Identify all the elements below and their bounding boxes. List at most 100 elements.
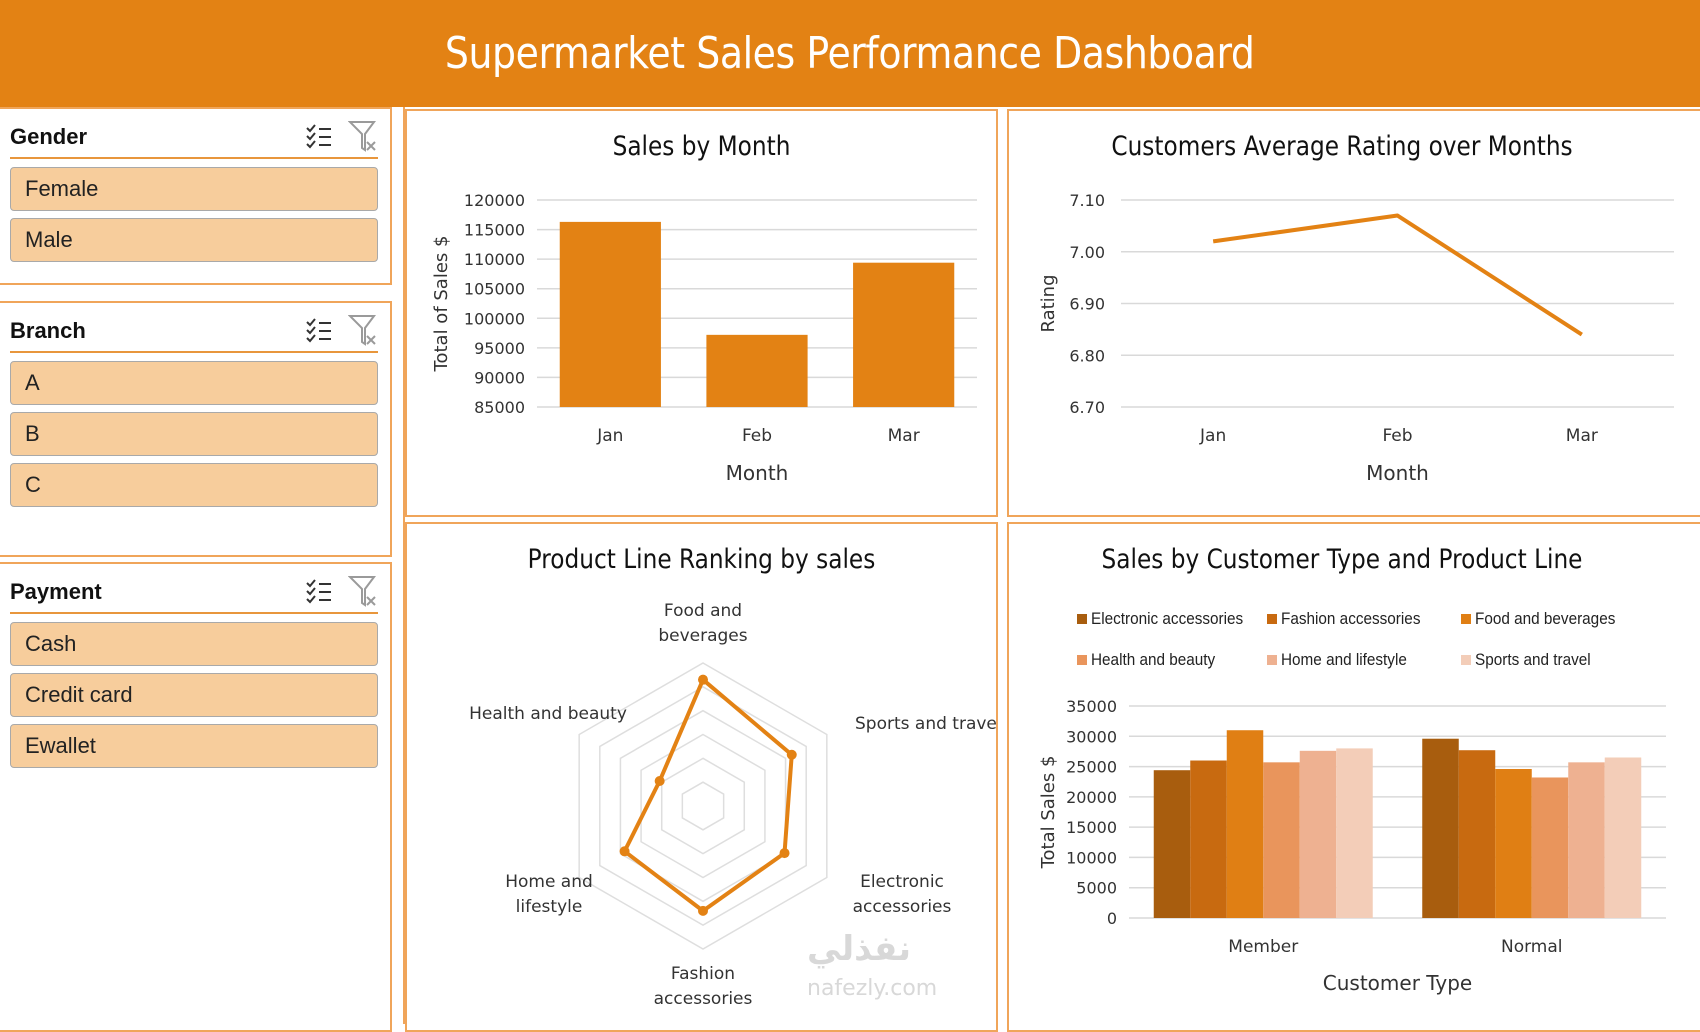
bar-feb — [706, 335, 807, 407]
radar-point — [620, 846, 630, 856]
y-tick-label: 105000 — [464, 280, 525, 299]
bar-member-1 — [1190, 761, 1227, 918]
bar-normal-0 — [1422, 739, 1459, 918]
bar-member-4 — [1300, 751, 1337, 918]
bar-member-3 — [1263, 762, 1300, 918]
slicer-title: Payment — [10, 579, 290, 605]
x-tick-label: Jan — [596, 426, 623, 446]
x-axis-label: Month — [1366, 461, 1429, 485]
y-tick-label: 6.70 — [1069, 398, 1105, 417]
slicer-header: Branch — [10, 311, 378, 353]
y-tick-label: 10000 — [1066, 848, 1117, 867]
x-tick-label: Mar — [888, 426, 920, 446]
slicer-item-male[interactable]: Male — [10, 218, 378, 262]
slicer-gender: Gender Female Male — [0, 107, 392, 285]
radar-point — [655, 776, 665, 786]
multi-select-icon[interactable] — [304, 314, 334, 348]
slicer-item-cash[interactable]: Cash — [10, 622, 378, 666]
radar-point — [698, 675, 708, 685]
bar-normal-4 — [1568, 762, 1605, 918]
y-tick-label: 30000 — [1066, 727, 1117, 746]
bar-normal-3 — [1532, 777, 1569, 918]
y-tick-label: 0 — [1107, 909, 1117, 928]
panel-sales-by-customer-type: Sales by Customer Type and Product Line … — [1007, 522, 1700, 1032]
x-tick-label: Mar — [1566, 426, 1598, 446]
radar-axis-label: Health and beauty — [469, 704, 627, 724]
slicer-header: Gender — [10, 117, 378, 159]
bar-member-2 — [1227, 730, 1264, 918]
customer-type-bar-chart: 0 5000 10000 15000 20000 25000 30000 35000 Membe… — [1009, 524, 1700, 1030]
clear-filter-icon[interactable] — [348, 314, 378, 348]
radar-ring — [662, 758, 745, 853]
y-tick-label: 5000 — [1076, 879, 1117, 898]
clear-filter-icon[interactable] — [348, 575, 378, 609]
y-tick-label: 85000 — [474, 398, 525, 417]
dashboard-title: Supermarket Sales Performance Dashboard — [445, 28, 1255, 79]
y-tick-label: 7.10 — [1069, 191, 1105, 210]
x-tick-label: Member — [1228, 937, 1298, 957]
y-axis-label: Total Sales $ — [1038, 756, 1059, 870]
dashboard-header: Supermarket Sales Performance Dashboard — [0, 0, 1700, 107]
y-tick-label: 7.00 — [1069, 243, 1105, 262]
x-tick-label: Normal — [1501, 937, 1563, 957]
x-axis-label: Month — [726, 461, 789, 485]
sales-by-month-chart: 85000 90000 95000 100000 105000 110000 115000 1… — [407, 111, 996, 515]
radar-point — [787, 750, 797, 760]
y-tick-label: 6.90 — [1069, 295, 1105, 314]
slicer-title: Branch — [10, 318, 290, 344]
slicer-title: Gender — [10, 124, 290, 150]
radar-point — [698, 906, 708, 916]
y-tick-label: 115000 — [464, 221, 525, 240]
slicer-branch: Branch A B C — [0, 301, 392, 557]
y-axis-label: Total of Sales $ — [431, 236, 452, 373]
x-tick-label: Feb — [1382, 426, 1412, 446]
bar-jan — [560, 222, 661, 407]
y-tick-label: 20000 — [1066, 788, 1117, 807]
multi-select-icon[interactable] — [304, 575, 334, 609]
rating-line — [1213, 216, 1582, 335]
y-tick-label: 35000 — [1066, 697, 1117, 716]
y-tick-label: 120000 — [464, 191, 525, 210]
bar-normal-5 — [1605, 757, 1642, 918]
x-tick-label: Feb — [742, 426, 772, 446]
bar-member-5 — [1336, 748, 1373, 918]
bar-mar — [853, 263, 954, 407]
slicer-item-a[interactable]: A — [10, 361, 378, 405]
y-tick-label: 110000 — [464, 250, 525, 269]
slicer-item-female[interactable]: Female — [10, 167, 378, 211]
radar-ring — [682, 782, 723, 830]
y-axis-label: Rating — [1038, 274, 1059, 332]
y-tick-label: 90000 — [474, 368, 525, 387]
x-tick-label: Jan — [1199, 426, 1226, 446]
x-axis-label: Customer Type — [1323, 971, 1472, 995]
y-tick-label: 6.80 — [1069, 346, 1105, 365]
y-tick-label: 15000 — [1066, 818, 1117, 837]
radar-point — [780, 848, 790, 858]
bar-member-0 — [1154, 770, 1191, 918]
clear-filter-icon[interactable] — [348, 120, 378, 154]
slicer-item-credit-card[interactable]: Credit card — [10, 673, 378, 717]
slicer-header: Payment — [10, 572, 378, 614]
bar-normal-1 — [1459, 750, 1496, 918]
y-tick-label: 25000 — [1066, 758, 1117, 777]
y-tick-label: 95000 — [474, 339, 525, 358]
multi-select-icon[interactable] — [304, 120, 334, 154]
radar-ring — [600, 687, 806, 925]
rating-line-chart: 6.70 6.80 6.90 7.00 7.10 Jan Feb Mar Month Rating — [1009, 111, 1700, 515]
slicer-item-b[interactable]: B — [10, 412, 378, 456]
radar-ring — [641, 735, 765, 878]
radar-axis-label: Sports and travel — [855, 714, 996, 734]
slicer-item-c[interactable]: C — [10, 463, 378, 507]
panel-rating-over-months: Customers Average Rating over Months 6.7… — [1007, 109, 1700, 517]
slicer-item-ewallet[interactable]: Ewallet — [10, 724, 378, 768]
y-tick-label: 100000 — [464, 309, 525, 328]
bar-normal-2 — [1495, 769, 1532, 918]
slicer-payment: Payment Cash Credit card Ewallet — [0, 562, 392, 1032]
